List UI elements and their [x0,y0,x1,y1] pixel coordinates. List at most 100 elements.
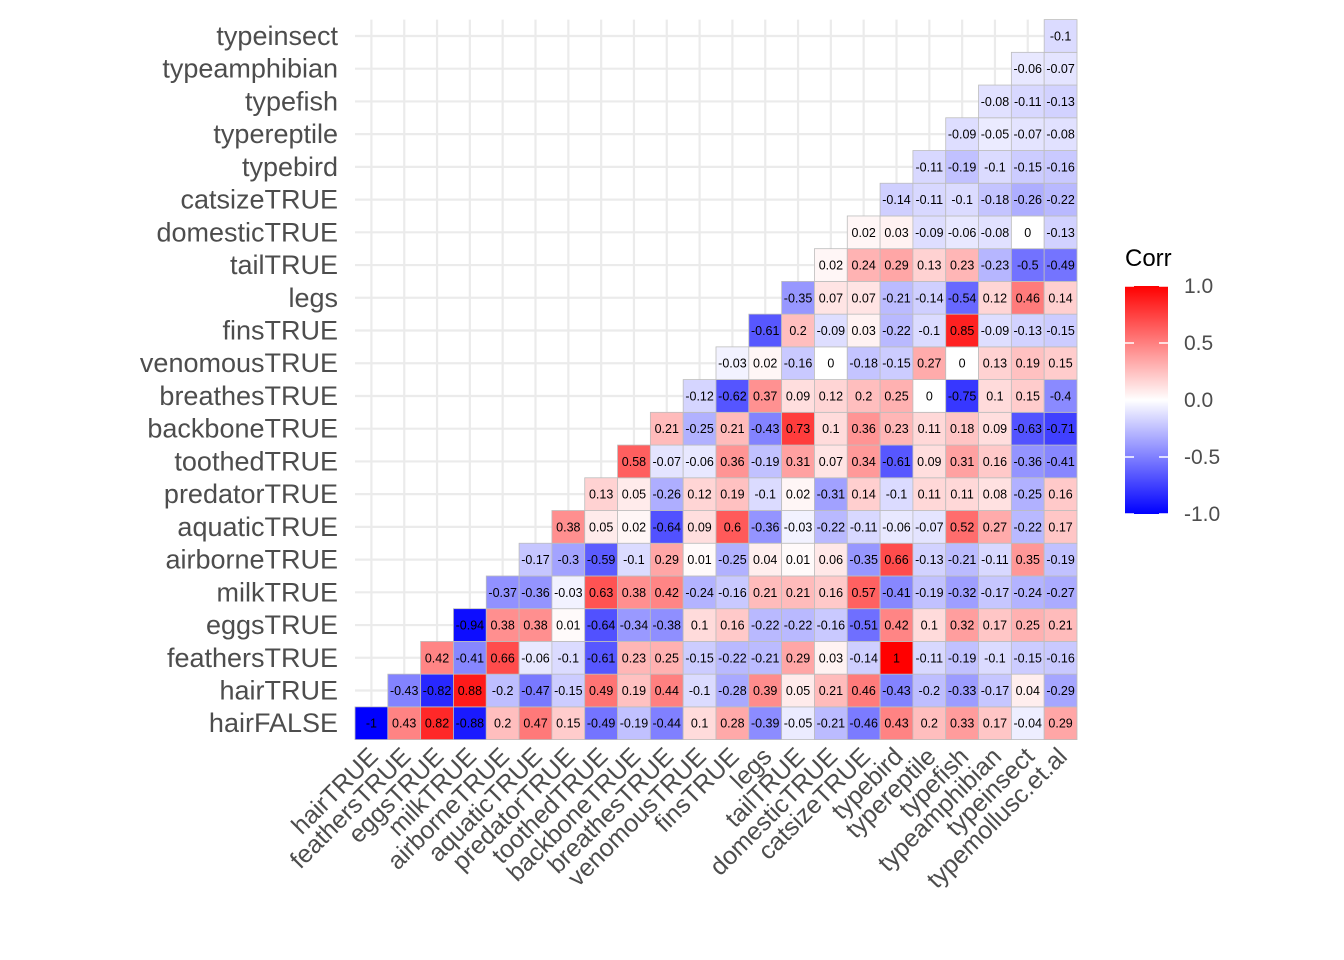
cell-label: 0.36 [720,455,744,469]
cell-label: -0.16 [817,619,846,633]
legend-tick-label: 0.5 [1184,332,1213,355]
cell-label: 0.05 [622,488,646,502]
heatmap-cell [879,641,914,675]
cell-label: -0.1 [754,488,776,502]
heatmap-cell [945,444,979,479]
cell-label: 0.2 [494,717,511,731]
y-tick-label: legs [288,283,338,313]
heatmap-cell [584,510,618,544]
y-tick-label: hairTRUE [219,676,338,706]
heatmap-cell [518,673,553,708]
cell-label: -0.49 [587,717,616,731]
cell-label: 0.12 [687,488,711,502]
cell-label: -0.07 [653,455,682,469]
cell-label: -0.06 [1014,62,1043,76]
cell-label: -0.07 [1046,62,1075,76]
cell-label: -0.75 [948,389,977,403]
cell-label: 0.49 [589,684,613,698]
cell-label: 0.14 [852,488,876,502]
heatmap-cell [617,444,651,479]
heatmap-cell [814,313,848,348]
cell-label: -0.15 [685,651,714,665]
cell-label: 0.09 [786,389,810,403]
cell-label: -0.17 [981,586,1010,600]
heatmap-cell [978,608,1012,642]
cell-label: -0.21 [751,651,780,665]
cell-label: 0.11 [918,488,941,502]
cell-label: -0.13 [1014,324,1043,338]
cell-label: -0.36 [521,586,550,600]
heatmap-cell [945,477,979,511]
heatmap-cell [978,575,1012,610]
legend: Corr 1.0 0.5 0.0 -0.5 -1.0 [1125,245,1220,526]
cell-label: 0.1 [921,619,938,633]
cell-label: 0.85 [950,324,974,338]
cell-label: -0.11 [1014,95,1042,109]
heatmap-cell [1010,182,1045,217]
cell-label: -0.22 [1046,193,1075,207]
cell-label: -0.1 [1050,29,1072,43]
cell-label: -0.49 [1046,259,1075,273]
heatmap-cell [912,313,947,348]
cell-label: 0.38 [523,619,547,633]
y-tick-label: feathersTRUE [167,643,338,673]
cell-label: 0.23 [884,422,908,436]
cell-label: 0.36 [852,422,876,436]
heatmap-cell [879,346,914,381]
cell-label: 0.31 [950,455,974,469]
cell-label: -0.22 [784,619,813,633]
cell-label: -0.62 [718,389,747,403]
y-tick-label: hairFALSE [209,708,338,738]
cell-label: 0 [926,389,933,403]
heatmap-cell [748,313,783,348]
heatmap-cell [978,706,1012,741]
cell-label: 0.21 [819,684,843,698]
y-tick-label: predatorTRUE [164,479,338,509]
heatmap-cell [748,510,783,544]
cell-label: -0.15 [882,357,911,371]
y-tick-label: catsizeTRUE [180,185,338,215]
heatmap-cell [846,477,881,511]
cell-label: 0.13 [983,357,1007,371]
heatmap-cell [1010,313,1045,348]
cell-label: -0.51 [849,619,878,633]
cell-label: -0.07 [915,520,944,534]
heatmap-cell [453,608,487,642]
cell-label: 0.46 [1016,291,1040,305]
cell-label: 0.21 [753,586,777,600]
heatmap-cell [715,444,750,479]
cell-label: 0 [959,357,966,371]
heatmap-cell [1043,444,1078,479]
cell-label: 0.31 [786,455,810,469]
heatmap-cell [649,608,684,642]
heatmap-cell [781,510,815,544]
cell-label: 0.07 [852,291,876,305]
heatmap-cell [846,215,881,250]
cell-label: -0.14 [915,291,944,305]
cell-label: 0.58 [622,455,646,469]
cell-label: 0.16 [720,619,744,633]
heatmap-cell [945,215,979,250]
cell-label: -0.08 [981,226,1010,240]
cell-label: 0.1 [691,619,708,633]
cell-label: 0.39 [753,684,777,698]
cell-label: 0.32 [950,619,974,633]
cell-label: -0.3 [558,553,580,567]
cell-label: -0.22 [1014,520,1043,534]
heatmap-cell [912,215,947,250]
heatmap-cell [814,248,848,282]
cell-label: -0.05 [784,717,813,731]
heatmap-cell [945,641,979,675]
cell-label: 0.03 [819,651,843,665]
heatmap-cell [945,706,979,741]
cell-label: -0.19 [1046,553,1075,567]
cell-label: -0.11 [916,160,944,174]
cell-label: -0.06 [685,455,714,469]
heatmap-cell [1043,313,1078,348]
heatmap-cell [1010,444,1045,479]
cell-label: -0.16 [718,586,747,600]
cell-label: 0.15 [556,717,580,731]
cell-label: 0.19 [720,488,744,502]
cell-label: -0.5 [1017,259,1039,273]
cell-label: 0.43 [392,717,416,731]
